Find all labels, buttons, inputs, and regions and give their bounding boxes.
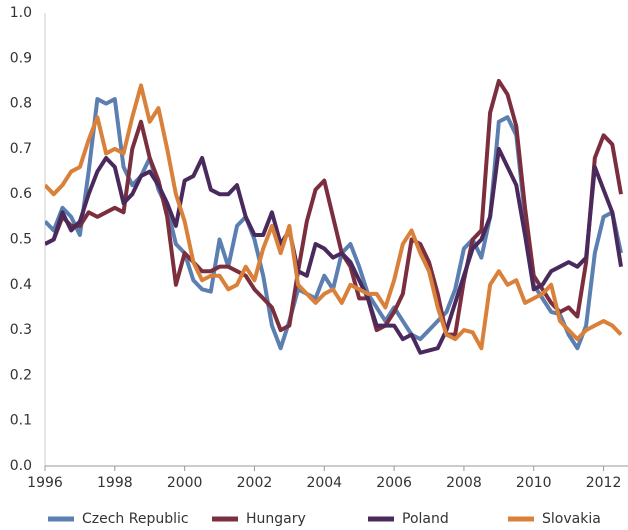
y-tick-label: 0.3 (10, 322, 32, 338)
legend-label: Czech Republic (82, 511, 189, 527)
y-tick-label: 0.5 (10, 232, 32, 248)
y-tick-label: 0.8 (10, 96, 32, 112)
y-tick-label: 0.9 (10, 50, 32, 66)
x-tick-label: 2006 (376, 475, 412, 491)
y-tick-label: 0.6 (10, 186, 32, 202)
x-tick-label: 2008 (446, 475, 482, 491)
plot-area (45, 78, 623, 355)
y-tick-label: 1.0 (10, 5, 32, 21)
y-tick-label: 0.0 (10, 458, 32, 474)
y-tick-label: 0.2 (10, 367, 32, 383)
x-tick-label: 1998 (97, 475, 133, 491)
series-line (45, 146, 623, 355)
x-tick-label: 1996 (27, 475, 63, 491)
x-tick-label: 2012 (586, 475, 622, 491)
series-line (45, 78, 623, 337)
x-tick-label: 2000 (167, 475, 203, 491)
y-tick-label: 0.4 (10, 277, 32, 293)
legend-label: Poland (402, 511, 449, 527)
x-tick-label: 2004 (306, 475, 342, 491)
x-tick-label: 2002 (237, 475, 273, 491)
x-tick-label: 2010 (516, 475, 552, 491)
series-line (45, 83, 623, 351)
y-tick-label: 0.1 (10, 413, 32, 429)
legend-label: Hungary (246, 511, 306, 527)
y-tick-label: 0.7 (10, 141, 32, 157)
legend-label: Slovakia (542, 511, 601, 527)
